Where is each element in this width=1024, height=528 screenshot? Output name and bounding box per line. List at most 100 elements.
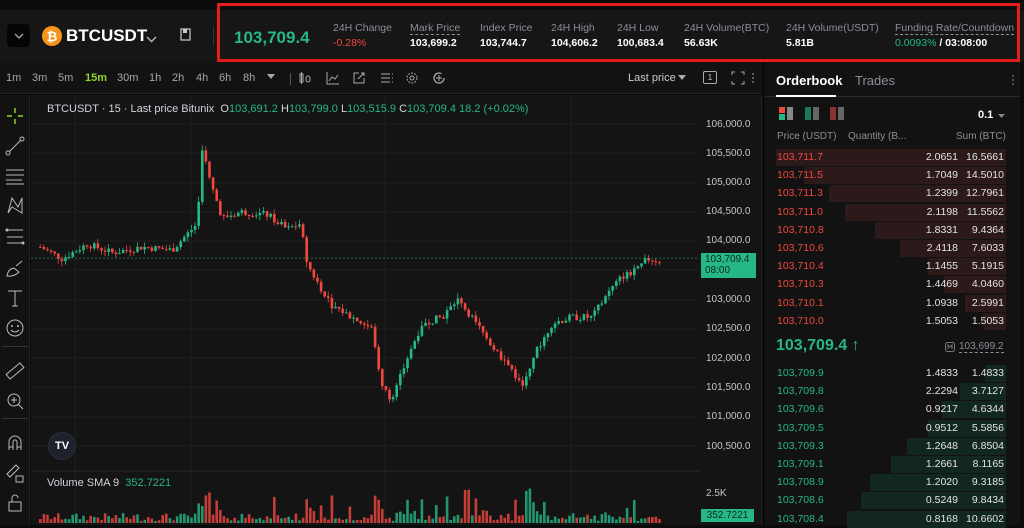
bid-row[interactable]: 103,708.9 1.2020 9.3185 xyxy=(776,474,1006,492)
share-icon[interactable] xyxy=(352,71,366,85)
bid-row[interactable]: 103,708.6 0.5249 9.8434 xyxy=(776,492,1006,510)
ask-row[interactable]: 103,710.4 1.1455 5.1915 xyxy=(776,258,1006,276)
quantity: 1.2020 xyxy=(925,476,958,489)
ask-row[interactable]: 103,710.0 1.5053 1.5053 xyxy=(776,312,1006,330)
view-bids-icon[interactable] xyxy=(805,107,819,121)
replay-icon[interactable] xyxy=(432,71,446,85)
tradingview-logo[interactable]: TV xyxy=(48,432,76,460)
sum: 9.4364 xyxy=(971,223,1004,236)
ask-row[interactable]: 103,710.6 2.4118 7.6033 xyxy=(776,240,1006,257)
bid-row[interactable]: 103,709.3 1.2648 6.8504 xyxy=(776,437,1006,455)
sum: 9.3185 xyxy=(971,476,1004,489)
price: 103,710.3 xyxy=(777,278,824,291)
ask-row[interactable]: 103,710.1 1.0938 2.5991 xyxy=(776,294,1006,312)
ask-row[interactable]: 103,711.5 1.7049 14.5010 xyxy=(776,167,1006,185)
more-vertical-icon[interactable] xyxy=(751,71,755,85)
timeframe-6h[interactable]: 6h xyxy=(219,72,232,84)
last-price: 103,709.4 xyxy=(234,28,310,47)
ask-row[interactable]: 103,710.8 1.8331 9.4364 xyxy=(776,221,1006,239)
volume-value-tag: 352.7221 xyxy=(701,509,754,522)
timeframe-1m[interactable]: 1m xyxy=(6,72,22,84)
emoji-icon[interactable] xyxy=(4,317,26,339)
gear-icon[interactable] xyxy=(405,71,419,85)
sum: 1.4833 xyxy=(971,367,1004,379)
zoom-in-icon[interactable] xyxy=(4,390,26,412)
col-quantity: Quantity (B... xyxy=(848,131,907,142)
depth-bar xyxy=(907,437,1006,455)
bookmark-icon[interactable] xyxy=(180,28,191,46)
timeframe-3m[interactable]: 3m xyxy=(32,72,48,84)
menu-button[interactable] xyxy=(7,24,30,47)
pattern-tool-icon[interactable] xyxy=(4,195,26,217)
timeframe-4h[interactable]: 4h xyxy=(196,72,209,84)
layout-button[interactable]: 1 xyxy=(703,71,717,84)
ask-row[interactable]: 103,711.0 2.1198 11.5562 xyxy=(776,203,1006,221)
bid-row[interactable]: 103,709.1 1.2661 8.1165 xyxy=(776,456,1006,473)
more-vertical-icon[interactable] xyxy=(1011,74,1015,86)
quantity: 2.2294 xyxy=(925,385,958,398)
ask-row[interactable]: 103,710.3 1.4469 4.0460 xyxy=(776,276,1006,294)
current-price-tag: 103,709.4 08:00 xyxy=(701,253,756,278)
view-both-icon[interactable] xyxy=(779,107,793,121)
ask-row[interactable]: 103,711.3 1.2399 12.7961 xyxy=(776,185,1006,203)
stat-24h-volume-usdt: 24H Volume(USDT) 5.81B xyxy=(786,22,879,49)
active-tab-indicator xyxy=(776,95,836,97)
price-type-caret-icon[interactable] xyxy=(678,75,692,89)
precision-caret-icon[interactable] xyxy=(998,114,1005,118)
bid-row[interactable]: 103,709.6 0.9217 4.6344 xyxy=(776,401,1006,419)
sum: 16.5661 xyxy=(966,151,1004,163)
timeframe-8h[interactable]: 8h xyxy=(243,72,256,84)
ask-row[interactable]: 103,711.7 2.0651 16.5661 xyxy=(776,149,1006,166)
chart-toolbar: 1m 3m 5m 15m 30m 1h 2h 4h 6h 8h Last pri… xyxy=(0,62,762,94)
quantity: 1.2648 xyxy=(925,439,958,452)
sum: 8.1165 xyxy=(972,458,1004,470)
bid-row[interactable]: 103,708.4 0.8168 10.6602 xyxy=(776,510,1006,528)
timeframe-more-caret-icon[interactable] xyxy=(267,74,281,88)
timeframe-15m[interactable]: 15m xyxy=(85,72,108,84)
depth-bar xyxy=(861,492,1006,510)
fib-tool-icon[interactable] xyxy=(4,225,26,247)
timeframe-5m[interactable]: 5m xyxy=(58,72,74,84)
quantity: 1.2661 xyxy=(925,458,958,470)
sum: 3.7127 xyxy=(971,385,1004,398)
stat-mark-price[interactable]: Mark Price 103,699.2 xyxy=(410,22,461,49)
crosshair-icon[interactable] xyxy=(4,105,26,127)
depth-bar xyxy=(847,510,1006,528)
list-settings-icon[interactable] xyxy=(380,71,394,85)
view-asks-icon[interactable] xyxy=(830,107,844,121)
symbol-selector[interactable]: BTCUSDT xyxy=(66,26,148,45)
quantity: 1.1455 xyxy=(925,260,958,273)
ruler-icon[interactable] xyxy=(4,360,26,382)
depth-bar xyxy=(943,276,1006,294)
price-type-select[interactable]: Last price xyxy=(628,72,676,84)
unlock-icon[interactable] xyxy=(4,492,26,514)
horizontal-lines-icon[interactable] xyxy=(4,165,26,187)
bid-row[interactable]: 103,709.9 1.4833 1.4833 xyxy=(776,365,1006,382)
timeframe-30m[interactable]: 30m xyxy=(117,72,139,84)
candle-type-icon[interactable] xyxy=(298,71,312,85)
bid-row[interactable]: 103,709.8 2.2294 3.7127 xyxy=(776,383,1006,401)
indicators-icon[interactable] xyxy=(326,71,340,85)
stat-funding-rate[interactable]: Funding Rate/Countdown 0.0093% / 03:08:00 xyxy=(895,22,1015,49)
y-tick: 101,500.0 xyxy=(706,382,751,393)
symbol-dropdown-chevron-icon[interactable] xyxy=(146,30,157,48)
quantity: 2.1198 xyxy=(926,205,958,218)
price: 103,711.7 xyxy=(777,151,823,163)
text-tool-icon[interactable] xyxy=(4,287,26,309)
timeframe-1h[interactable]: 1h xyxy=(149,72,162,84)
price: 103,708.6 xyxy=(777,494,824,507)
magnet-icon[interactable] xyxy=(4,432,26,454)
chart-title: BTCUSDT · 15 · Last price Bitunix xyxy=(47,103,215,115)
tab-orderbook[interactable]: Orderbook xyxy=(776,73,843,88)
price-axis[interactable] xyxy=(699,95,762,525)
lock-drawing-icon[interactable] xyxy=(4,462,26,484)
brush-icon[interactable] xyxy=(4,257,26,279)
fullscreen-icon[interactable] xyxy=(731,71,745,85)
bid-row[interactable]: 103,709.5 0.9512 5.5856 xyxy=(776,419,1006,437)
timeframe-2h[interactable]: 2h xyxy=(172,72,185,84)
precision-select[interactable]: 0.1 xyxy=(978,109,994,121)
trend-line-icon[interactable] xyxy=(4,135,26,157)
candlestick-chart[interactable] xyxy=(31,95,699,525)
col-sum: Sum (BTC) xyxy=(956,131,1006,142)
tab-trades[interactable]: Trades xyxy=(855,73,895,88)
